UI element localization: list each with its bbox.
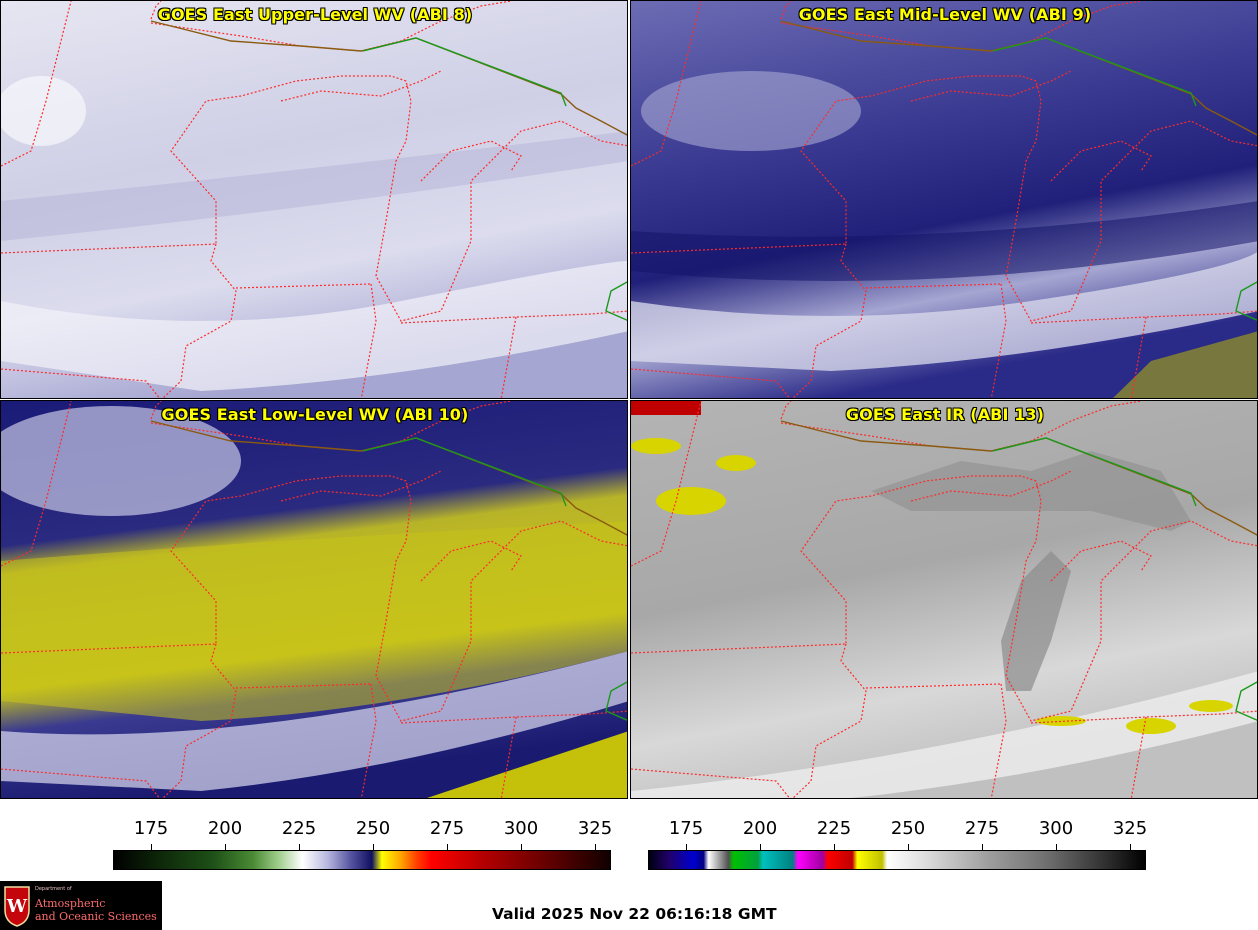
colorbar-tick-label: 325 [1112,818,1148,839]
colorbar-tick [908,844,909,850]
panel-title: GOES East Low-Level WV (ABI 10) [161,405,469,424]
map-panel-low-level-wv: GOES East Low-Level WV (ABI 10) [0,400,628,799]
colorbar-tick [447,844,448,850]
colorbar-tick [521,844,522,850]
upper-level-wv-image [1,1,627,398]
logo-text-line1: Atmospheric [35,897,106,910]
colorbar-tick-label: 300 [1038,818,1074,839]
logo-dept-text: Department of [35,886,72,892]
wv-colorbar [113,850,611,870]
valid-time-label: Valid 2025 Nov 22 06:16:18 GMT [492,905,777,923]
colorbar-tick-label: 300 [503,818,539,839]
colorbar-tick-label: 250 [890,818,926,839]
colorbar-tick [1056,844,1057,850]
colorbar-tick-label: 225 [816,818,852,839]
colorbar-tick-label: 200 [742,818,778,839]
colorbar-tick [834,844,835,850]
colorbar-tick [225,844,226,850]
colorbar-tick [760,844,761,850]
ir-image [631,401,1257,798]
panel-title: GOES East Mid-Level WV (ABI 9) [798,5,1092,24]
uw-crest-icon: W [4,886,30,927]
map-panel-mid-level-wv: GOES East Mid-Level WV (ABI 9) [630,0,1258,399]
map-panel-upper-level-wv: GOES East Upper-Level WV (ABI 8) [0,0,628,399]
colorbar-tick-label: 175 [133,818,169,839]
colorbar-tick [1130,844,1131,850]
mid-level-wv-image [631,1,1257,398]
colorbar-tick [151,844,152,850]
logo-text-line2: and Oceanic Sciences [35,910,157,923]
aos-logo: W Department of Atmospheric and Oceanic … [0,881,162,930]
colorbar-tick-label: 200 [207,818,243,839]
colorbar-tick [595,844,596,850]
panel-title: GOES East Upper-Level WV (ABI 8) [157,5,473,24]
colorbar-tick-label: 175 [668,818,704,839]
colorbar-tick [299,844,300,850]
colorbar-tick [686,844,687,850]
map-panel-ir: GOES East IR (ABI 13) [630,400,1258,799]
colorbar-tick-label: 325 [577,818,613,839]
panel-title: GOES East IR (ABI 13) [845,405,1045,424]
ir-colorbar [648,850,1146,870]
colorbar-tick-label: 250 [355,818,391,839]
colorbar-tick-label: 225 [281,818,317,839]
colorbar-tick-label: 275 [429,818,465,839]
crest-letter: W [6,896,28,917]
colorbar-tick-label: 275 [964,818,1000,839]
colorbar-tick [982,844,983,850]
colorbar-tick [373,844,374,850]
low-level-wv-image [1,401,627,798]
